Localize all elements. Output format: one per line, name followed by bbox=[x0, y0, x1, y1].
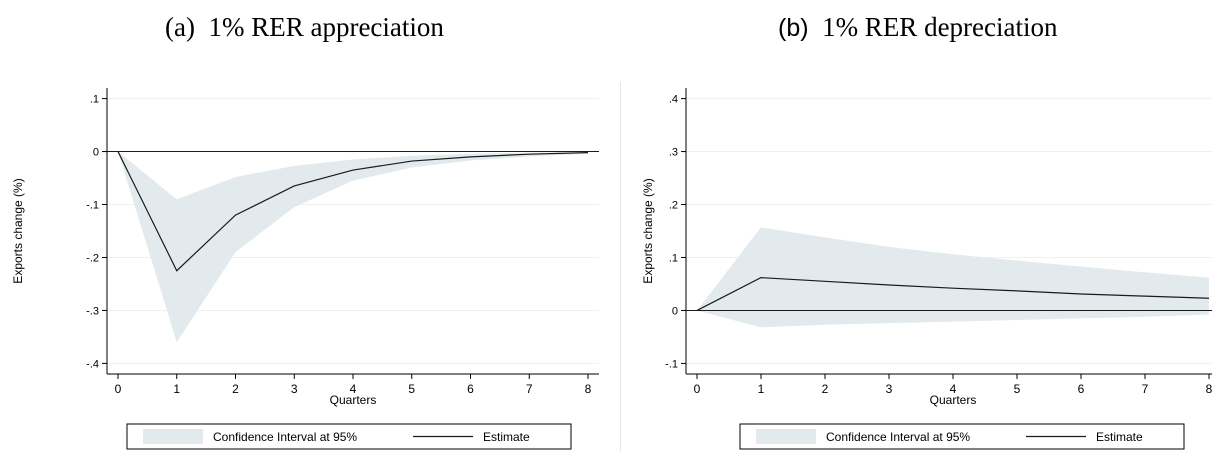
y-tick-label: .1 bbox=[669, 252, 678, 264]
y-tick-label: -.1 bbox=[86, 200, 99, 212]
panel-a-title: (a) 1% RER appreciation bbox=[165, 12, 444, 43]
legend-label-ci: Confidence Interval at 95% bbox=[213, 430, 357, 444]
legend-label-estimate: Estimate bbox=[1096, 430, 1143, 444]
x-tick-label: 7 bbox=[1142, 382, 1149, 396]
panel-a-title-text: 1% RER appreciation bbox=[208, 12, 444, 42]
y-tick-label: .2 bbox=[669, 200, 678, 212]
y-tick-label: -.2 bbox=[86, 252, 99, 264]
estimate-line bbox=[696, 276, 1210, 311]
confidence-band bbox=[118, 151, 588, 343]
x-tick-label: 5 bbox=[1014, 382, 1021, 396]
x-tick-label: 6 bbox=[1078, 382, 1085, 396]
x-tick-label: 8 bbox=[1206, 382, 1212, 396]
x-tick-label: 2 bbox=[232, 382, 239, 396]
panel-b-title-prefix: (b) bbox=[778, 14, 809, 42]
legend-band-swatch bbox=[756, 429, 816, 444]
y-axis-title: Exports change (%) bbox=[641, 178, 655, 283]
y-tick-label: -.3 bbox=[86, 305, 99, 317]
x-tick-label: 7 bbox=[526, 382, 533, 396]
x-tick-label: 5 bbox=[408, 382, 415, 396]
legend-label-ci: Confidence Interval at 95% bbox=[826, 430, 970, 444]
x-tick-label: 3 bbox=[886, 382, 893, 396]
x-tick-label: 3 bbox=[291, 382, 298, 396]
x-axis-title: Quarters bbox=[330, 393, 377, 407]
x-tick-label: 0 bbox=[115, 382, 122, 396]
x-tick-label: 0 bbox=[694, 382, 701, 396]
y-tick-label: .4 bbox=[669, 94, 678, 106]
confidence-band bbox=[697, 227, 1209, 328]
chart-panel-a: .1 0 -.1 -.2 -.3 -.4 0 1 2 3 4 5 6 7 8 Quarters Exports … bbox=[11, 88, 599, 450]
y-tick-label: 0 bbox=[93, 147, 99, 159]
x-tick-label: 4 bbox=[950, 382, 957, 396]
x-tick-label: 8 bbox=[585, 382, 592, 396]
x-tick-label: 1 bbox=[173, 382, 180, 396]
x-axis-title: Quarters bbox=[930, 393, 977, 407]
x-tick-label: 4 bbox=[350, 382, 357, 396]
estimate-line bbox=[117, 151, 589, 272]
y-tick-label: .1 bbox=[90, 94, 99, 106]
y-tick-label: 0 bbox=[672, 305, 678, 317]
y-tick-label: .3 bbox=[669, 147, 678, 159]
panel-b-title-text: 1% RER depreciation bbox=[822, 12, 1058, 42]
panel-a-title-prefix: (a) bbox=[165, 12, 195, 42]
panel-b-title: (b) 1% RER depreciation bbox=[778, 12, 1058, 43]
y-tick-label: -.1 bbox=[665, 358, 678, 370]
legend-label-estimate: Estimate bbox=[483, 430, 530, 444]
panel-divider bbox=[620, 82, 621, 452]
y-tick-label: -.4 bbox=[86, 358, 99, 370]
x-tick-label: 2 bbox=[822, 382, 829, 396]
y-axis-title: Exports change (%) bbox=[11, 178, 25, 283]
legend-band-swatch bbox=[143, 429, 203, 444]
x-tick-label: 1 bbox=[758, 382, 765, 396]
chart-panel-b: .4 .3 .2 .1 0 -.1 0 1 2 3 4 5 6 7 8 Quarters Exports cha… bbox=[641, 88, 1212, 450]
x-tick-label: 6 bbox=[467, 382, 474, 396]
